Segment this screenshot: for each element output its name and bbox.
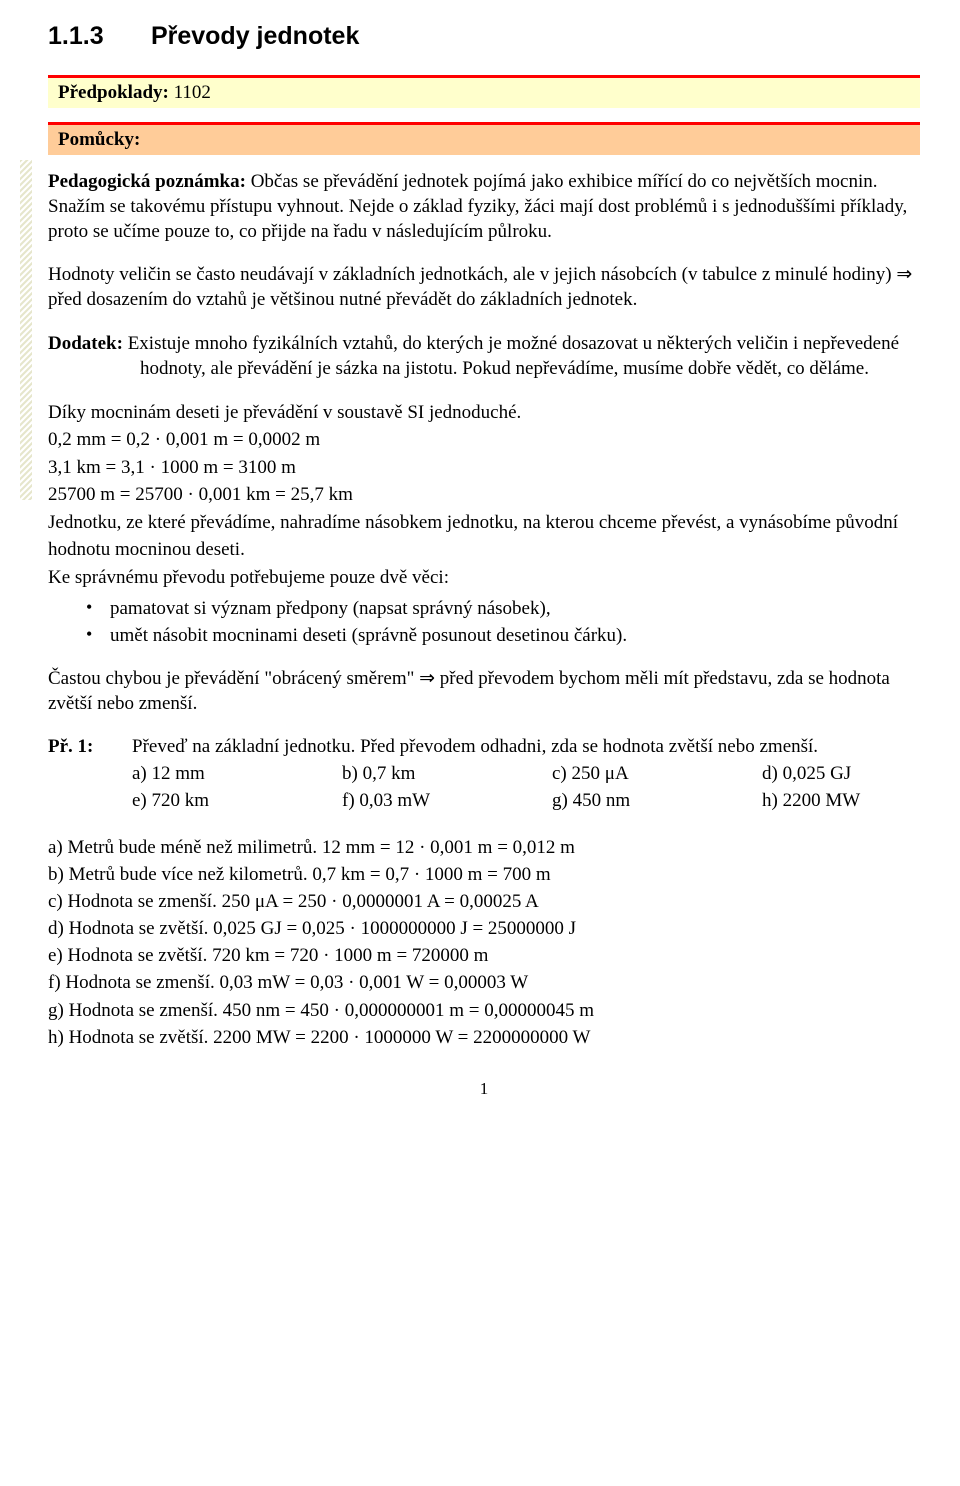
addendum-body: Existuje mnoho fyzikálních vztahů, do kt… bbox=[123, 333, 899, 379]
answers-block: a) Metrů bude méně než milimetrů. 12 mm … bbox=[48, 835, 920, 1050]
section-number: 1.1.3 bbox=[48, 20, 144, 53]
conversion-example: 0,2 mm = 0,2 · 0,001 m = 0,0002 m bbox=[48, 426, 920, 454]
bullet-list: pamatovat si význam předpony (napsat spr… bbox=[48, 596, 920, 648]
addendum-label: Dodatek: bbox=[48, 333, 123, 354]
answer-line: c) Hodnota se zmenší. 250 μA = 250 · 0,0… bbox=[48, 889, 920, 914]
body-paragraph-3: Jednotku, ze které převádíme, nahradíme … bbox=[48, 509, 920, 564]
option-row: e) 720 km f) 0,03 mW g) 450 nm h) 2200 M… bbox=[132, 788, 920, 813]
body-paragraph-5: Častou chybou je převádění "obrácený smě… bbox=[48, 666, 920, 716]
option-d: d) 0,025 GJ bbox=[762, 761, 960, 786]
option-row: a) 12 mm b) 0,7 km c) 250 μA d) 0,025 GJ bbox=[132, 761, 920, 786]
prereq-label: Předpoklady: bbox=[58, 82, 169, 103]
option-f: f) 0,03 mW bbox=[342, 788, 552, 813]
prereq-value: 1102 bbox=[174, 82, 211, 103]
answer-line: f) Hodnota se zmenší. 0,03 mW = 0,03 · 0… bbox=[48, 970, 920, 995]
exercise-heading: Př. 1: Převeď na základní jednotku. Před… bbox=[48, 734, 920, 759]
tools-bar: Pomůcky: bbox=[48, 122, 920, 155]
answer-line: b) Metrů bude více než kilometrů. 0,7 km… bbox=[48, 862, 920, 887]
tools-label: Pomůcky: bbox=[58, 129, 140, 150]
list-item: pamatovat si význam předpony (napsat spr… bbox=[110, 596, 920, 621]
page-title: 1.1.3 Převody jednotek bbox=[48, 20, 920, 53]
option-a: a) 12 mm bbox=[132, 761, 342, 786]
answer-line: g) Hodnota se zmenší. 450 nm = 450 · 0,0… bbox=[48, 998, 920, 1023]
note-label: Pedagogická poznámka: bbox=[48, 171, 246, 192]
answer-line: d) Hodnota se zvětší. 0,025 GJ = 0,025 ·… bbox=[48, 916, 920, 941]
section-title: Převody jednotek bbox=[151, 22, 359, 50]
prerequisites-bar: Předpoklady: 1102 bbox=[48, 75, 920, 108]
conversion-example: 3,1 km = 3,1 · 1000 m = 3100 m bbox=[48, 454, 920, 482]
decorative-strip bbox=[20, 160, 32, 500]
body-paragraph-1: Hodnoty veličin se často neudávají v zák… bbox=[48, 262, 920, 312]
option-e: e) 720 km bbox=[132, 788, 342, 813]
conversion-example: 25700 m = 25700 · 0,001 km = 25,7 km bbox=[48, 481, 920, 509]
option-b: b) 0,7 km bbox=[342, 761, 552, 786]
list-item: umět násobit mocninami deseti (správně p… bbox=[110, 623, 920, 648]
option-c: c) 250 μA bbox=[552, 761, 762, 786]
body-paragraph-2: Díky mocninám deseti je převádění v sous… bbox=[48, 399, 920, 427]
answer-line: a) Metrů bude méně než milimetrů. 12 mm … bbox=[48, 835, 920, 860]
page-number: 1 bbox=[48, 1078, 920, 1100]
exercise-label: Př. 1: bbox=[48, 734, 132, 759]
option-g: g) 450 nm bbox=[552, 788, 762, 813]
pedagogical-note: Pedagogická poznámka: Občas se převádění… bbox=[48, 169, 920, 244]
option-h: h) 2200 MW bbox=[762, 788, 960, 813]
addendum: Dodatek: Existuje mnoho fyzikálních vzta… bbox=[48, 331, 920, 381]
answer-line: h) Hodnota se zvětší. 2200 MW = 2200 · 1… bbox=[48, 1025, 920, 1050]
exercise-prompt: Převeď na základní jednotku. Před převod… bbox=[132, 734, 920, 759]
body-paragraph-4: Ke správnému převodu potřebujeme pouze d… bbox=[48, 564, 920, 592]
answer-line: e) Hodnota se zvětší. 720 km = 720 · 100… bbox=[48, 943, 920, 968]
